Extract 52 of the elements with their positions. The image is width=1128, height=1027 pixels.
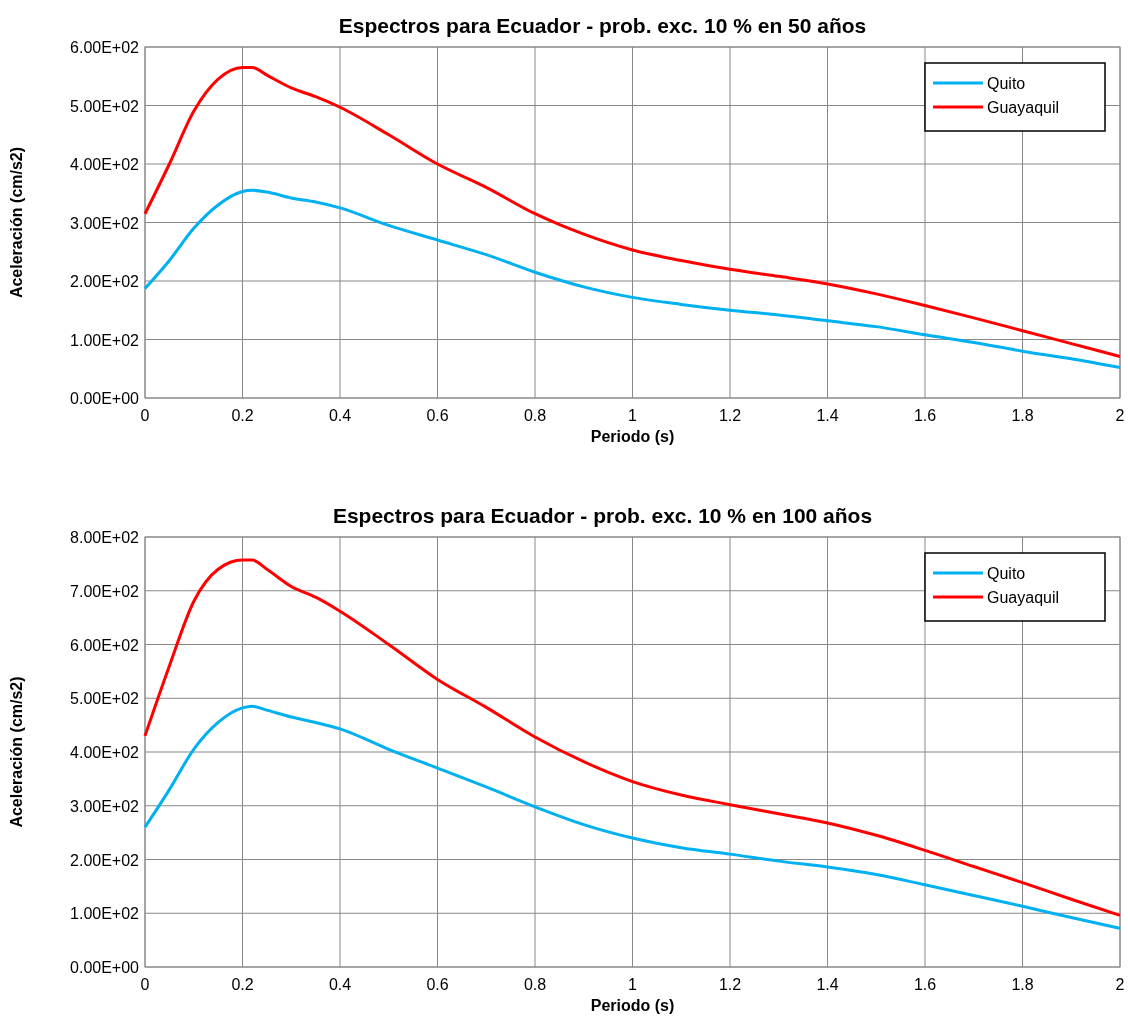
x-tick-label: 0.4 bbox=[328, 976, 352, 993]
y-tick-label: 1.00E+02 bbox=[70, 905, 140, 923]
legend-label: Guayaquil bbox=[987, 589, 1060, 606]
y-axis-title: Aceleración (cm/s2) bbox=[8, 146, 25, 299]
y-tick-label: 3.00E+02 bbox=[70, 797, 140, 815]
line-series bbox=[143, 188, 1122, 370]
x-tick-label: 1 bbox=[628, 407, 638, 424]
line-series bbox=[143, 704, 1122, 930]
x-tick-label: 1.4 bbox=[816, 407, 839, 424]
y-tick-label: 8.00E+02 bbox=[70, 529, 140, 546]
line-series bbox=[143, 65, 1122, 358]
x-tick-label: 1 bbox=[628, 976, 638, 993]
legend-label: Quito bbox=[987, 75, 1026, 92]
chart-title: Espectros para Ecuador - prob. exc. 10 % en 100 años bbox=[332, 504, 873, 527]
y-tick-label: 0.00E+00 bbox=[70, 959, 140, 976]
line-series bbox=[143, 558, 1122, 917]
x-tick-label: 1.6 bbox=[913, 407, 937, 424]
y-tick-label: 4.00E+02 bbox=[70, 156, 140, 173]
y-tick-label: 2.00E+02 bbox=[70, 273, 140, 290]
y-tick-label: 1.00E+02 bbox=[70, 331, 140, 349]
x-axis-title: Periodo (s) bbox=[590, 997, 675, 1014]
x-axis-title: Periodo (s) bbox=[590, 428, 675, 445]
x-tick-label: 0 bbox=[140, 976, 150, 993]
legend-label: Quito bbox=[987, 565, 1026, 582]
legend-label: Guayaquil bbox=[987, 99, 1060, 116]
x-tick-label: 1.2 bbox=[718, 407, 742, 424]
x-tick-label: 0.4 bbox=[328, 407, 352, 424]
x-tick-label: 1.6 bbox=[913, 976, 937, 993]
x-tick-label: 0.2 bbox=[231, 976, 254, 993]
x-tick-label: 2 bbox=[1115, 976, 1125, 993]
x-tick-label: 0.2 bbox=[231, 407, 254, 424]
x-tick-label: 2 bbox=[1115, 407, 1125, 424]
x-tick-label: 0.8 bbox=[523, 976, 547, 993]
y-axis-title: Aceleración (cm/s2) bbox=[8, 676, 25, 828]
x-tick-label: 1.4 bbox=[816, 976, 839, 993]
x-tick-label: 1.2 bbox=[718, 976, 742, 993]
x-tick-label: 1.8 bbox=[1011, 976, 1034, 993]
x-tick-label: 0.6 bbox=[426, 976, 449, 993]
y-tick-label: 7.00E+02 bbox=[70, 582, 140, 600]
x-tick-label: 0.6 bbox=[426, 407, 449, 424]
y-tick-label: 6.00E+02 bbox=[70, 39, 140, 56]
x-tick-label: 0.8 bbox=[523, 407, 547, 424]
y-tick-label: 5.00E+02 bbox=[70, 690, 140, 708]
y-tick-label: 3.00E+02 bbox=[70, 214, 140, 232]
x-tick-label: 1.8 bbox=[1011, 407, 1034, 424]
y-tick-label: 6.00E+02 bbox=[70, 636, 140, 654]
x-tick-label: 0 bbox=[140, 407, 150, 424]
y-tick-label: 5.00E+02 bbox=[70, 97, 140, 115]
chart-title: Espectros para Ecuador - prob. exc. 10 % en 50 años bbox=[338, 14, 867, 37]
y-tick-label: 4.00E+02 bbox=[70, 744, 140, 761]
y-tick-label: 2.00E+02 bbox=[70, 851, 140, 869]
y-tick-label: 0.00E+00 bbox=[70, 390, 140, 407]
